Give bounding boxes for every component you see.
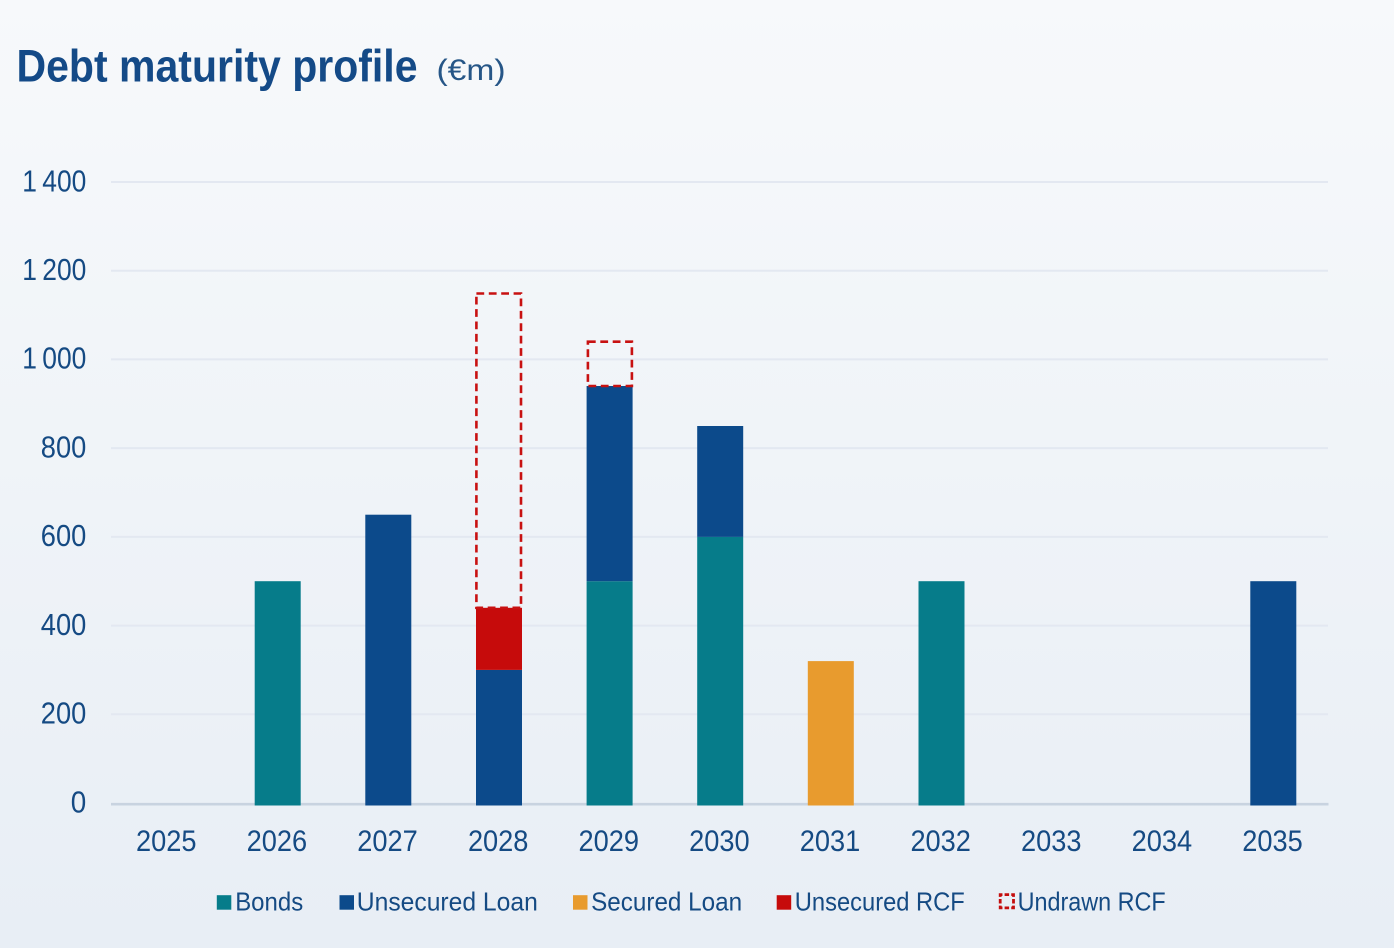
svg-text:2025: 2025 xyxy=(136,825,197,858)
svg-text:2034: 2034 xyxy=(1132,825,1193,858)
svg-text:2035: 2035 xyxy=(1242,825,1303,858)
svg-text:2027: 2027 xyxy=(357,825,418,858)
svg-text:2032: 2032 xyxy=(910,825,971,858)
svg-text:1 000: 1 000 xyxy=(22,341,86,376)
svg-text:2030: 2030 xyxy=(689,825,750,858)
svg-text:2029: 2029 xyxy=(579,825,640,858)
svg-text:1 200: 1 200 xyxy=(22,252,86,287)
svg-text:(€m): (€m) xyxy=(437,54,506,87)
svg-text:200: 200 xyxy=(41,696,87,731)
svg-text:Debt maturity profile: Debt maturity profile xyxy=(17,41,418,92)
svg-text:800: 800 xyxy=(41,429,87,464)
svg-text:1 400: 1 400 xyxy=(22,163,86,198)
svg-text:2033: 2033 xyxy=(1021,825,1082,858)
svg-text:2026: 2026 xyxy=(247,825,308,858)
svg-text:0: 0 xyxy=(71,784,87,819)
svg-text:Bonds: Bonds xyxy=(235,886,303,916)
svg-text:Unsecured Loan: Unsecured Loan xyxy=(357,886,538,916)
svg-text:Unsecured RCF: Unsecured RCF xyxy=(795,886,965,916)
svg-text:2028: 2028 xyxy=(468,825,529,858)
svg-text:Undrawn RCF: Undrawn RCF xyxy=(1018,886,1166,916)
svg-text:2031: 2031 xyxy=(800,825,861,858)
svg-text:400: 400 xyxy=(41,607,87,642)
svg-text:600: 600 xyxy=(41,518,87,553)
svg-text:Secured Loan: Secured Loan xyxy=(591,886,742,916)
